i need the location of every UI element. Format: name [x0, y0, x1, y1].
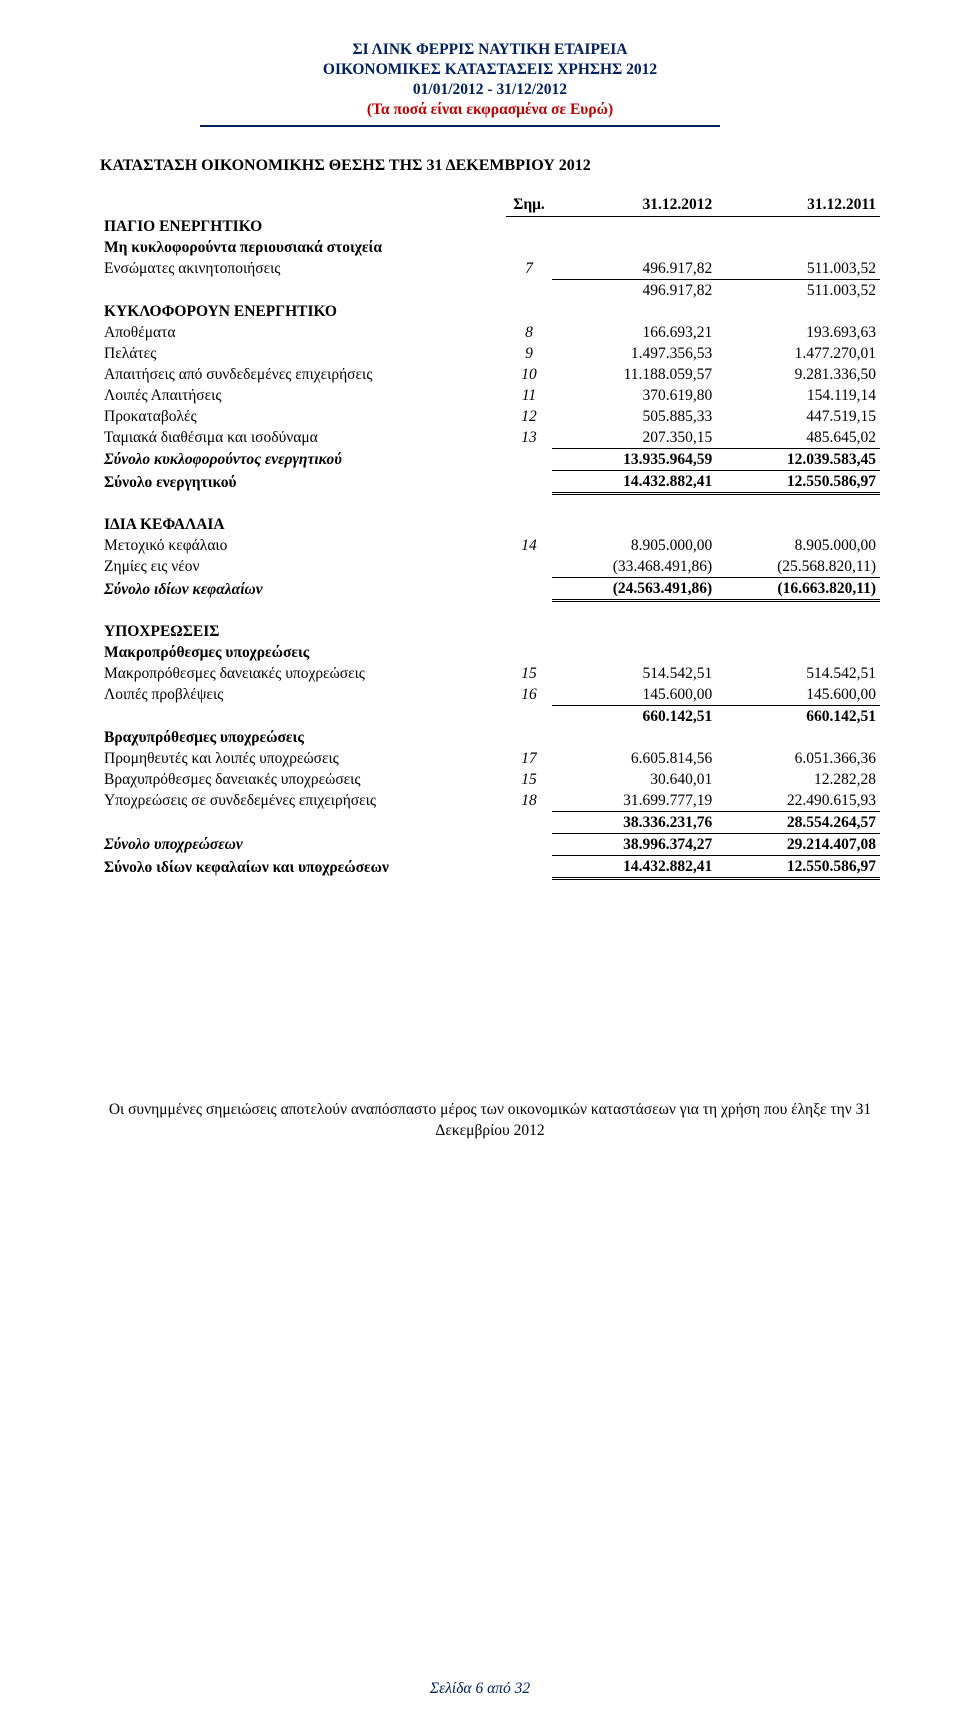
row-total-equity: Σύνολο ιδίων κεφαλαίων (24.563.491,86) (…	[100, 578, 880, 601]
row-ca-subtotal: Σύνολο κυκλοφορούντος ενεργητικού 13.935…	[100, 449, 880, 471]
row-related-pay: Υποχρεώσεις σε συνδεδεμένες επιχειρήσεις…	[100, 790, 880, 812]
header-line4: (Τα ποσά είναι εκφρασμένα σε Ευρώ)	[100, 100, 880, 120]
row-st-subtotal: 38.336.231,76 28.554.264,57	[100, 812, 880, 834]
header-line1: ΣΙ ΛΙΝΚ ΦΕΡΡΙΣ ΝΑΥΤΙΚΗ ΕΤΑΙΡΕΙΑ	[100, 40, 880, 60]
h-kyklo: ΚΥΚΛΟΦΟΡΟΥΝ ΕΝΕΡΓΗΤΙΚΟ	[100, 301, 506, 322]
h-liab: ΥΠΟΧΡΕΩΣΕΙΣ	[100, 621, 506, 642]
row-provisions: Λοιπές προβλέψεις16145.600,00145.600,00	[100, 684, 880, 706]
row-customers: Πελάτες91.497.356,531.477.270,01	[100, 343, 880, 364]
section-title: ΚΑΤΑΣΤΑΣΗ ΟΙΚΟΝΟΜΙΚΗΣ ΘΕΣΗΣ ΤΗΣ 31 ΔΕΚΕΜ…	[100, 157, 880, 175]
balance-sheet-table: Σημ. 31.12.2012 31.12.2011 ΠΑΓΙΟ ΕΝΕΡΓΗΤ…	[100, 195, 880, 881]
row-other-rec: Λοιπές Απαιτήσεις11370.619,80154.119,14	[100, 385, 880, 406]
h-stl: Βραχυπρόθεσμες υποχρεώσεις	[100, 727, 506, 748]
row-st-loans: Βραχυπρόθεσμες δανειακές υποχρεώσεις1530…	[100, 769, 880, 790]
row-ppe: Ενσώματες ακινητοποιήσεις 7 496.917,82 5…	[100, 258, 880, 280]
h-ltl: Μακροπρόθεσμες υποχρεώσεις	[100, 642, 506, 663]
row-total-assets: Σύνολο ενεργητικού 14.432.882,41 12.550.…	[100, 471, 880, 494]
row-retained-loss: Ζημίες εις νέον(33.468.491,86)(25.568.82…	[100, 556, 880, 578]
doc-header: ΣΙ ΛΙΝΚ ΦΕΡΡΙΣ ΝΑΥΤΙΚΗ ΕΤΑΙΡΕΙΑ ΟΙΚΟΝΟΜΙ…	[100, 40, 880, 121]
row-total-liab: Σύνολο υποχρεώσεων 38.996.374,27 29.214.…	[100, 834, 880, 856]
header-line2: ΟΙΚΟΝΟΜΙΚΕΣ ΚΑΤΑΣΤΑΣΕΙΣ ΧΡΗΣΗΣ 2012	[100, 60, 880, 80]
row-lt-subtotal: 660.142,51 660.142,51	[100, 706, 880, 728]
h-equity: ΙΔΙΑ ΚΕΦΑΛΑΙΑ	[100, 514, 506, 535]
row-nca-subtotal: 496.917,82 511.003,52	[100, 280, 880, 302]
h-pagio: ΠΑΓΙΟ ΕΝΕΡΓΗΤΙΚΟ	[100, 216, 506, 237]
row-advances: Προκαταβολές12505.885,33447.519,15	[100, 406, 880, 427]
row-total-eq-liab: Σύνολο ιδίων κεφαλαίων και υποχρεώσεων 1…	[100, 856, 880, 879]
row-related-rec: Απαιτήσεις από συνδεδεμένες επιχειρήσεις…	[100, 364, 880, 385]
footnote: Οι συνημμένες σημειώσεις αποτελούν αναπό…	[100, 1100, 880, 1142]
row-lt-loans: Μακροπρόθεσμες δανειακές υποχρεώσεις1551…	[100, 663, 880, 684]
row-trade-pay: Προμηθευτές και λοιπές υποχρεώσεις176.60…	[100, 748, 880, 769]
row-inventory: Αποθέματα8166.693,21193.693,63	[100, 322, 880, 343]
col-2012: 31.12.2012	[552, 195, 716, 217]
h-nca: Μη κυκλοφορούντα περιουσιακά στοιχεία	[100, 237, 506, 258]
header-line3: 01/01/2012 - 31/12/2012	[100, 80, 880, 100]
header-rule	[200, 125, 720, 127]
row-cash: Ταμιακά διαθέσιμα και ισοδύναμα13207.350…	[100, 427, 880, 449]
col-2011: 31.12.2011	[716, 195, 880, 217]
page-number: Σελίδα 6 από 32	[0, 1680, 960, 1698]
col-note: Σημ.	[506, 195, 553, 217]
row-share-capital: Μετοχικό κεφάλαιο148.905.000,008.905.000…	[100, 535, 880, 556]
